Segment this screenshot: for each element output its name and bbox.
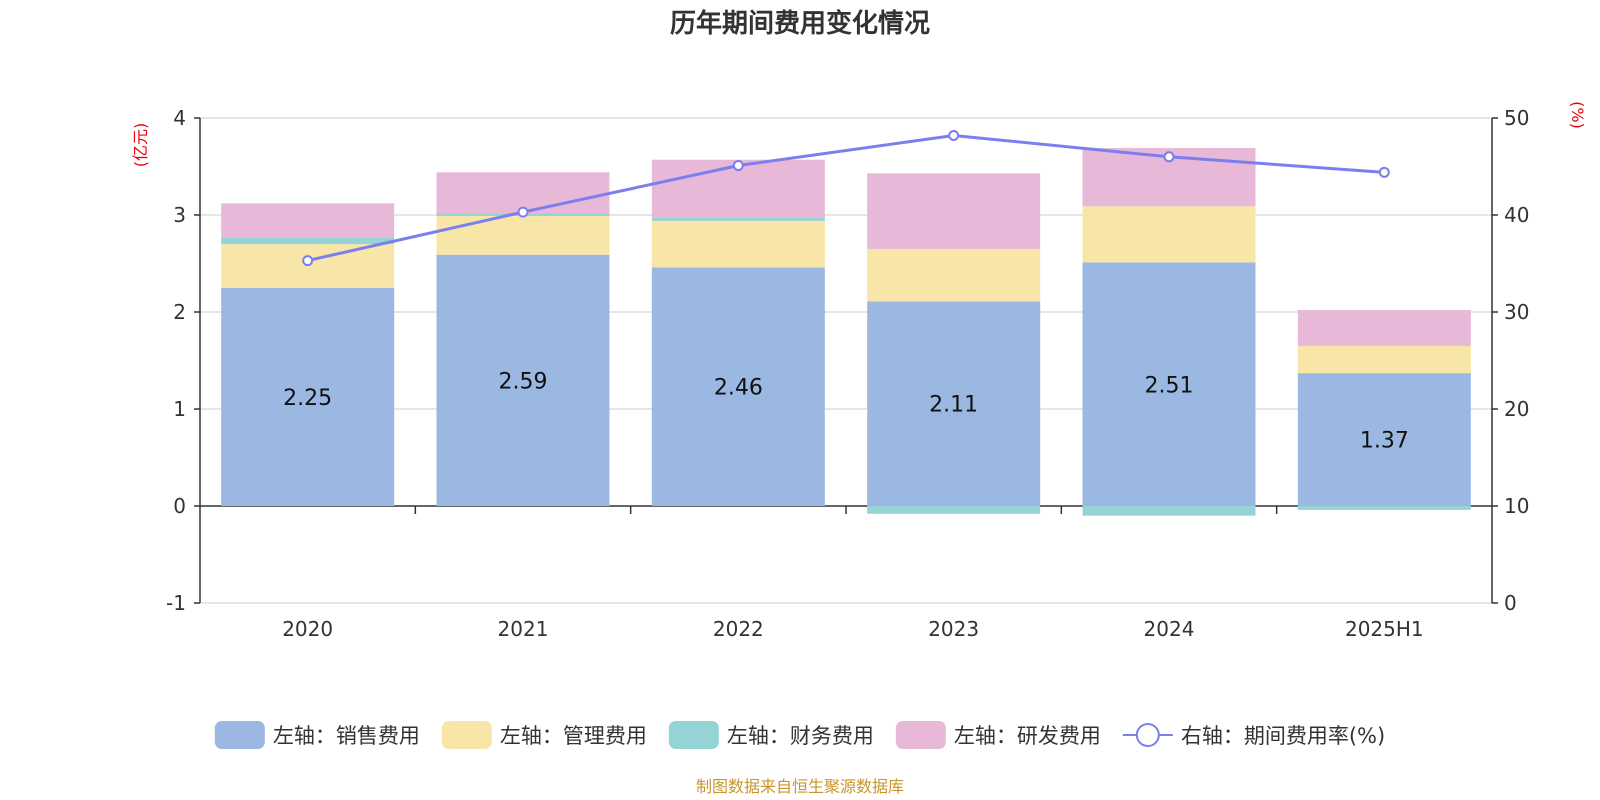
bar-segment-4-2023: [867, 173, 1041, 249]
expense-rate-point: [1378, 166, 1390, 178]
right-axis-tick-label: 20: [1504, 397, 1529, 421]
expense-rate-point: [732, 160, 744, 172]
legend-item: 左轴：研发费用: [895, 721, 1101, 749]
bar-segment-2-2025H1: [1297, 345, 1471, 374]
source-note: 制图数据来自恒生聚源数据库: [696, 777, 904, 796]
legend-item: 左轴：管理费用: [441, 721, 647, 749]
bar-value-label: 2.25: [283, 386, 332, 411]
bar-segment-3-2023: [867, 506, 1041, 514]
legend-item: 左轴：销售费用: [214, 721, 420, 749]
x-axis-tick-label: 2025H1: [1345, 617, 1424, 641]
chart-title: 历年期间费用变化情况: [670, 8, 930, 39]
expense-rate-point: [948, 129, 960, 141]
bar-segment-4-2020: [221, 203, 395, 238]
bar-segment-4-2025H1: [1297, 310, 1471, 346]
legend-marker: [1135, 723, 1160, 747]
legend-label: 左轴：管理费用: [500, 724, 647, 748]
bar-segment-3-2025H1: [1297, 506, 1471, 510]
data-labels: 2.25 2.59 2.46 2.11 2.51 1.37: [283, 369, 1409, 453]
legend: 左轴：销售费用 左轴：管理费用 左轴：财务费用 左轴：研发费用 右轴：期间费用率(%): [214, 721, 1385, 749]
left-axis-tick-label: 4: [173, 106, 186, 130]
x-axis-tick-label: 2024: [1144, 617, 1195, 641]
right-axis-tick-label: 0: [1504, 591, 1517, 615]
bar-segment-1-2022: [651, 267, 825, 506]
expense-rate-point: [1163, 151, 1175, 163]
right-axis-tick-label: 30: [1504, 300, 1529, 324]
bar-segment-2-2022: [651, 220, 825, 268]
bar-segment-4-2021: [436, 172, 610, 214]
bar-segment-1-2020: [221, 287, 395, 506]
bar-segment-3-2022: [651, 217, 825, 221]
legend-swatch: [441, 721, 492, 749]
x-axis-tick-label: 2022: [713, 617, 764, 641]
left-axis-tick-label: 0: [173, 494, 186, 518]
legend-label: 左轴：研发费用: [954, 724, 1101, 748]
right-axis-tick-label: 10: [1504, 494, 1529, 518]
bar-value-label: 2.51: [1145, 373, 1194, 398]
left-axis-tick-label: -1: [166, 591, 186, 615]
legend-swatch: [668, 721, 719, 749]
legend-label: 左轴：财务费用: [727, 724, 874, 748]
right-axis-unit-label: (%): [1568, 101, 1587, 129]
legend-swatch: [214, 721, 265, 749]
expense-rate-point: [517, 206, 529, 218]
left-axis-unit-label: (亿元): [131, 123, 150, 168]
x-axis-tick-label: 2023: [928, 617, 979, 641]
legend-item: 右轴：期间费用率(%): [1122, 723, 1385, 748]
line-series: [302, 129, 1390, 267]
legend-label: 左轴：销售费用: [273, 724, 420, 748]
legend-swatch: [895, 721, 946, 749]
bar-segment-1-2025H1: [1297, 373, 1471, 506]
bar-segment-1-2024: [1082, 262, 1256, 506]
expense-rate-point: [302, 255, 314, 267]
left-axis-tick-label: 1: [173, 397, 186, 421]
bar-segment-1-2023: [867, 301, 1041, 506]
bar-value-label: 2.59: [499, 369, 548, 394]
bar-series: [221, 148, 1471, 516]
x-axis-tick-label: 2021: [498, 617, 549, 641]
bar-value-label: 1.37: [1360, 429, 1409, 454]
expense-rate-line: [307, 133, 1385, 263]
legend-item: 左轴：财务费用: [668, 721, 874, 749]
right-axis-tick-label: 50: [1504, 106, 1529, 130]
bar-value-label: 2.11: [929, 393, 978, 418]
bar-segment-2-2024: [1082, 206, 1256, 263]
left-axis-tick-label: 3: [173, 203, 186, 227]
bar-segment-2-2023: [867, 248, 1041, 302]
bar-segment-3-2020: [221, 237, 395, 245]
bar-segment-1-2021: [436, 254, 610, 506]
bar-segment-2-2021: [436, 215, 610, 255]
left-axis-tick-label: 2: [173, 300, 186, 324]
right-axis-tick-label: 40: [1504, 203, 1529, 227]
legend-label: 右轴：期间费用率(%): [1181, 724, 1385, 748]
bar-value-label: 2.46: [714, 376, 763, 401]
x-axis-tick-label: 2020: [282, 617, 333, 641]
bar-segment-3-2024: [1082, 506, 1256, 516]
